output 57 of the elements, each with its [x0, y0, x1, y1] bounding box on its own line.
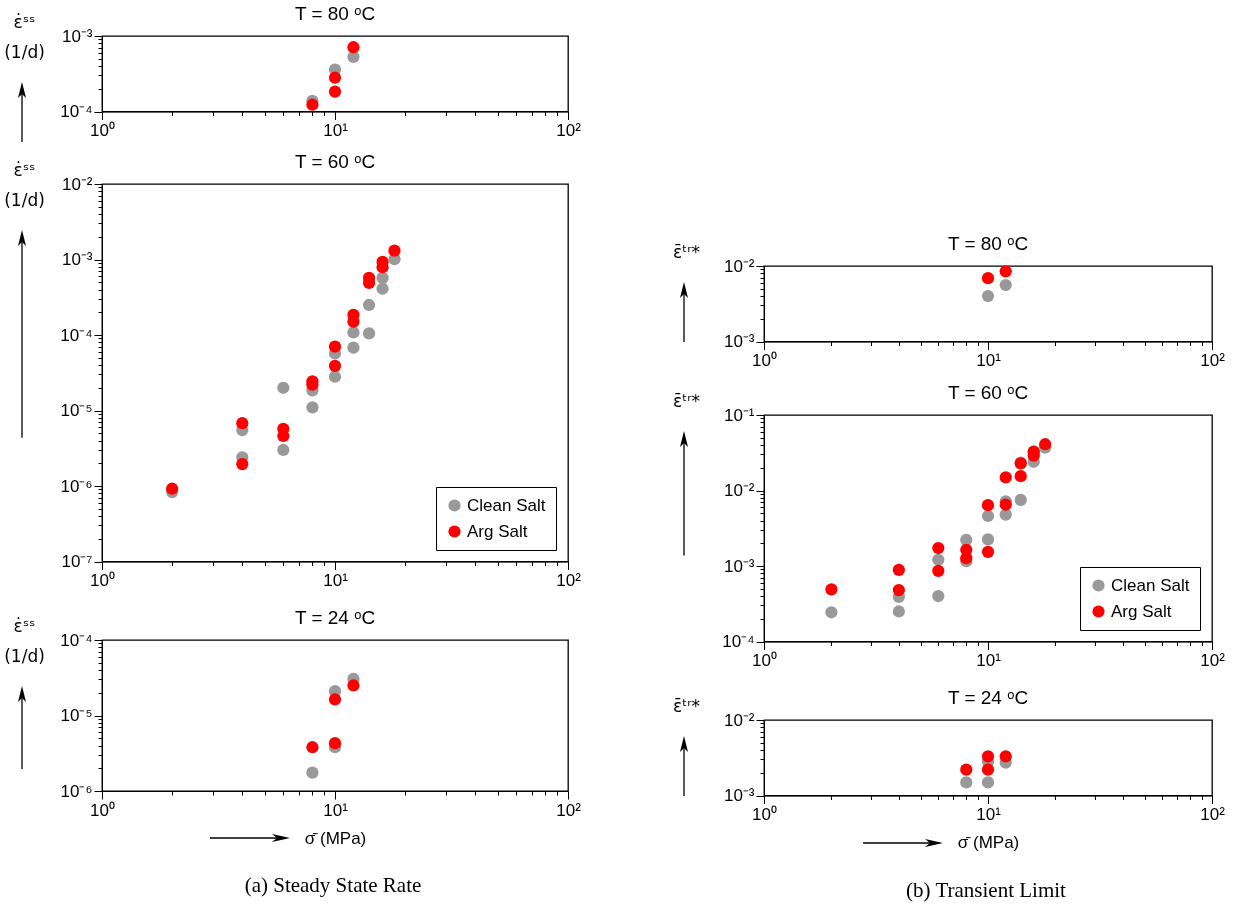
x-tick-label: 10² — [556, 571, 582, 590]
y-tick-label: 10⁻⁴ — [60, 630, 93, 650]
x-tick-label: 10¹ — [976, 805, 1002, 824]
chart-title: T = 80 ᵒC — [947, 233, 1029, 254]
y-tick-label: 10⁻⁴ — [60, 325, 93, 345]
x-tick-label: 10¹ — [976, 651, 1002, 670]
x-axis-title: σ̄ (MPa) — [957, 833, 1020, 852]
y-tick-label: 10⁻³ — [61, 26, 93, 46]
y-axis-title: ε̄ᵗʳ* — [672, 390, 701, 411]
y-axis-title: ε̇ˢˢ (1/d) — [4, 615, 45, 666]
x-tick-label: 10² — [1200, 805, 1226, 824]
legend-label: Clean Salt — [1111, 575, 1190, 595]
x-tick-label: 10¹ — [323, 121, 349, 140]
x-tick-label: 10⁰ — [90, 121, 115, 140]
y-tick-label: 10⁻³ — [723, 556, 755, 576]
x-tick-label: 10¹ — [323, 571, 349, 590]
chart-title: T = 80 ᵒC — [294, 3, 376, 24]
y-tick-label: 10⁻⁶ — [60, 781, 93, 801]
y-axis-title: ε̇ˢˢ (1/d) — [4, 159, 45, 210]
x-tick-label: 10⁰ — [752, 351, 777, 370]
y-tick-label: 10⁻⁷ — [61, 552, 93, 571]
text: (b) Transient Limit — [905, 877, 1067, 903]
chart-title: T = 24 ᵒC — [947, 687, 1029, 708]
legend-label: Arg Salt — [467, 521, 528, 541]
x-tick-label: 10² — [1200, 351, 1226, 370]
text: (a) Steady State Rate — [243, 873, 423, 898]
x-tick-label: 10² — [556, 121, 582, 140]
x-tick-label: 10⁰ — [752, 651, 777, 670]
y-tick-label: 10⁻³ — [723, 786, 755, 805]
chart-title: T = 60 ᵒC — [947, 382, 1029, 403]
x-tick-label: 10⁰ — [752, 805, 777, 824]
x-tick-label: 10² — [1200, 651, 1226, 670]
y-tick-label: 10⁻⁵ — [60, 706, 93, 725]
y-tick-label: 10⁻² — [61, 174, 93, 194]
x-tick-label: 10⁰ — [90, 571, 115, 590]
y-tick-label: 10⁻³ — [61, 250, 93, 269]
y-tick-label: 10⁻² — [723, 256, 755, 276]
y-tick-label: 10⁻² — [723, 481, 755, 500]
y-tick-label: 10⁻⁶ — [60, 476, 93, 496]
y-tick-label: 10⁻² — [723, 710, 755, 730]
x-tick-label: 10⁰ — [90, 800, 115, 820]
y-axis-title: ε̄ᵗʳ* — [672, 241, 701, 262]
y-axis-title: ε̇ˢˢ (1/d) — [4, 11, 45, 62]
y-tick-label: 10⁻¹ — [723, 405, 755, 425]
y-tick-label: 10⁻³ — [723, 332, 755, 351]
y-axis-title: ε̄ᵗʳ* — [672, 695, 701, 716]
legend-label: Clean Salt — [467, 495, 546, 515]
x-tick-label: 10¹ — [976, 351, 1002, 370]
chart-title: T = 24 ᵒC — [294, 607, 376, 628]
x-tick-label: 10¹ — [323, 800, 349, 820]
legend-label: Arg Salt — [1111, 601, 1172, 621]
chart-title: T = 60 ᵒC — [294, 151, 376, 172]
y-tick-label: 10⁻⁴ — [60, 102, 93, 121]
y-tick-label: 10⁻⁵ — [60, 401, 93, 420]
x-axis-title: σ̄ (MPa) — [304, 828, 367, 848]
y-tick-label: 10⁻⁴ — [722, 632, 755, 651]
x-tick-label: 10² — [556, 800, 582, 820]
